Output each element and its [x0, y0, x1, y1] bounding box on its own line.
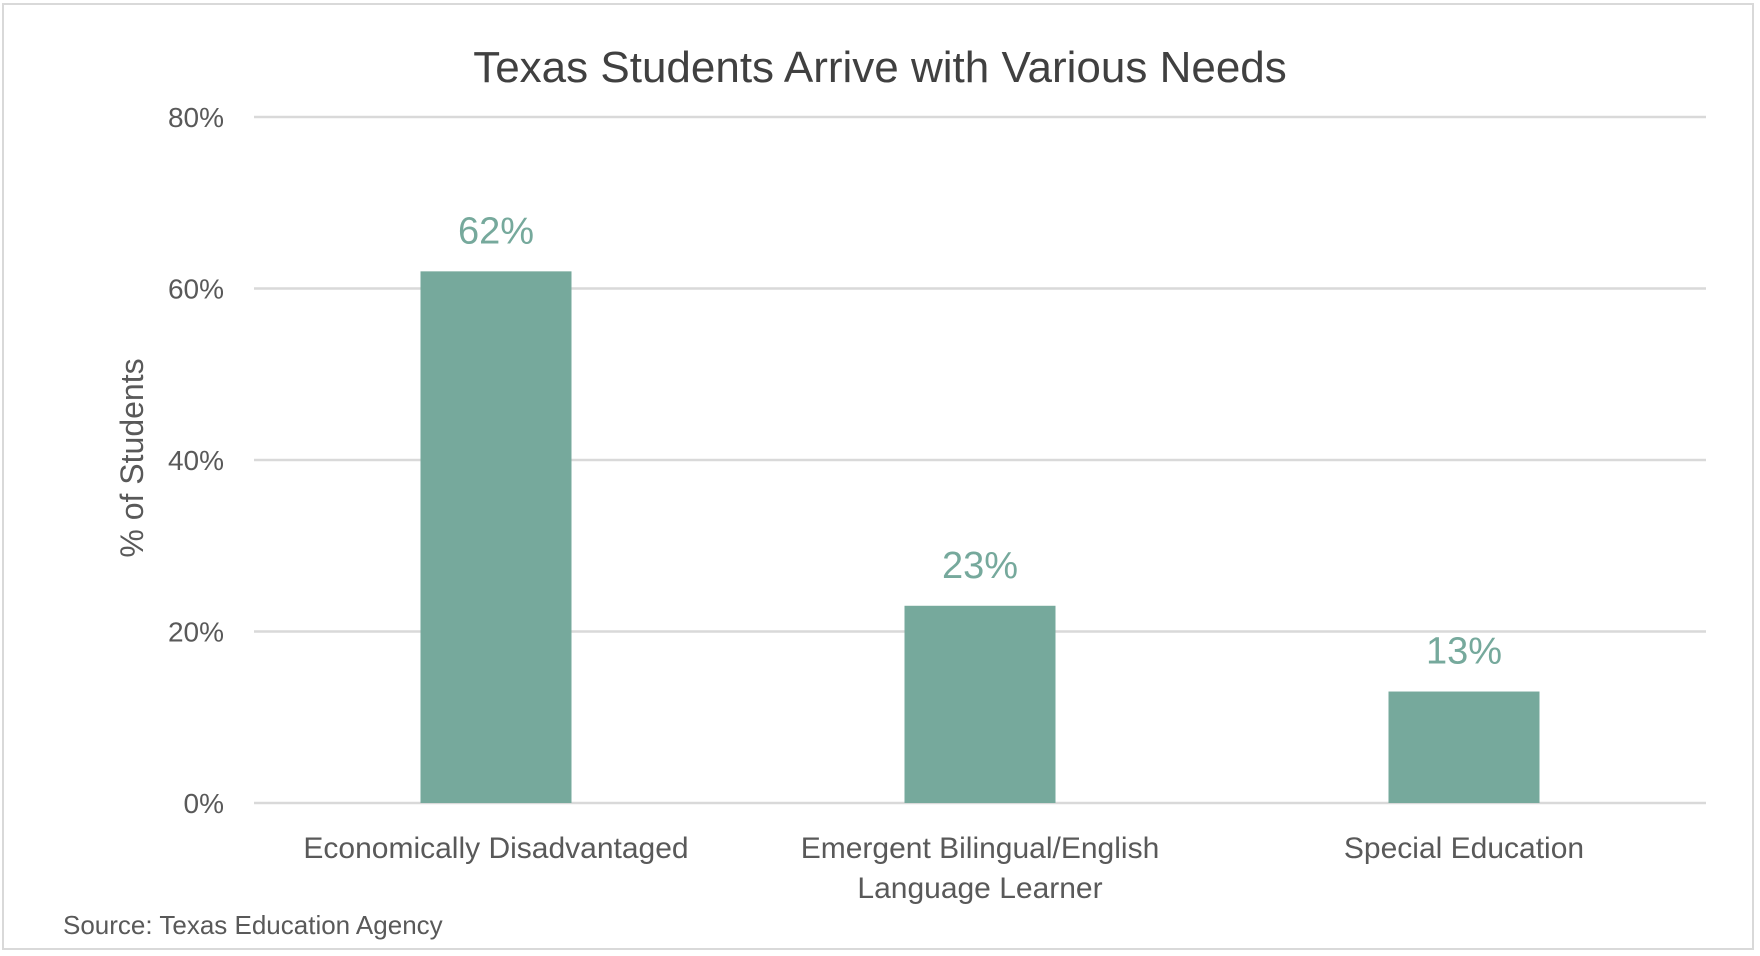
- y-axis-title: % of Students: [114, 358, 150, 557]
- y-axis-ticks: 0% 20% 40% 60% 80%: [168, 102, 224, 819]
- data-label: 62%: [458, 210, 534, 252]
- source-note: Source: Texas Education Agency: [63, 910, 443, 940]
- data-labels: 62% 23% 13%: [458, 210, 1502, 672]
- x-tick-label: Emergent Bilingual/English: [801, 832, 1160, 865]
- x-axis-ticks: Economically Disadvantaged Emergent Bilin…: [303, 832, 1584, 905]
- y-tick-label: 0%: [184, 788, 224, 819]
- y-tick-label: 80%: [168, 102, 224, 133]
- y-tick-label: 20%: [168, 617, 224, 648]
- y-tick-label: 60%: [168, 274, 224, 305]
- x-tick-label: Economically Disadvantaged: [303, 832, 688, 865]
- x-tick-label: Special Education: [1344, 832, 1584, 865]
- bar: [1388, 691, 1540, 803]
- data-label: 13%: [1426, 631, 1502, 673]
- x-tick-label: Language Learner: [857, 872, 1102, 905]
- bars: [420, 271, 1540, 804]
- chart-title: Texas Students Arrive with Various Needs: [473, 43, 1287, 92]
- y-tick-label: 40%: [168, 445, 224, 476]
- data-label: 23%: [942, 545, 1018, 587]
- bar: [420, 271, 572, 804]
- bar: [904, 605, 1056, 803]
